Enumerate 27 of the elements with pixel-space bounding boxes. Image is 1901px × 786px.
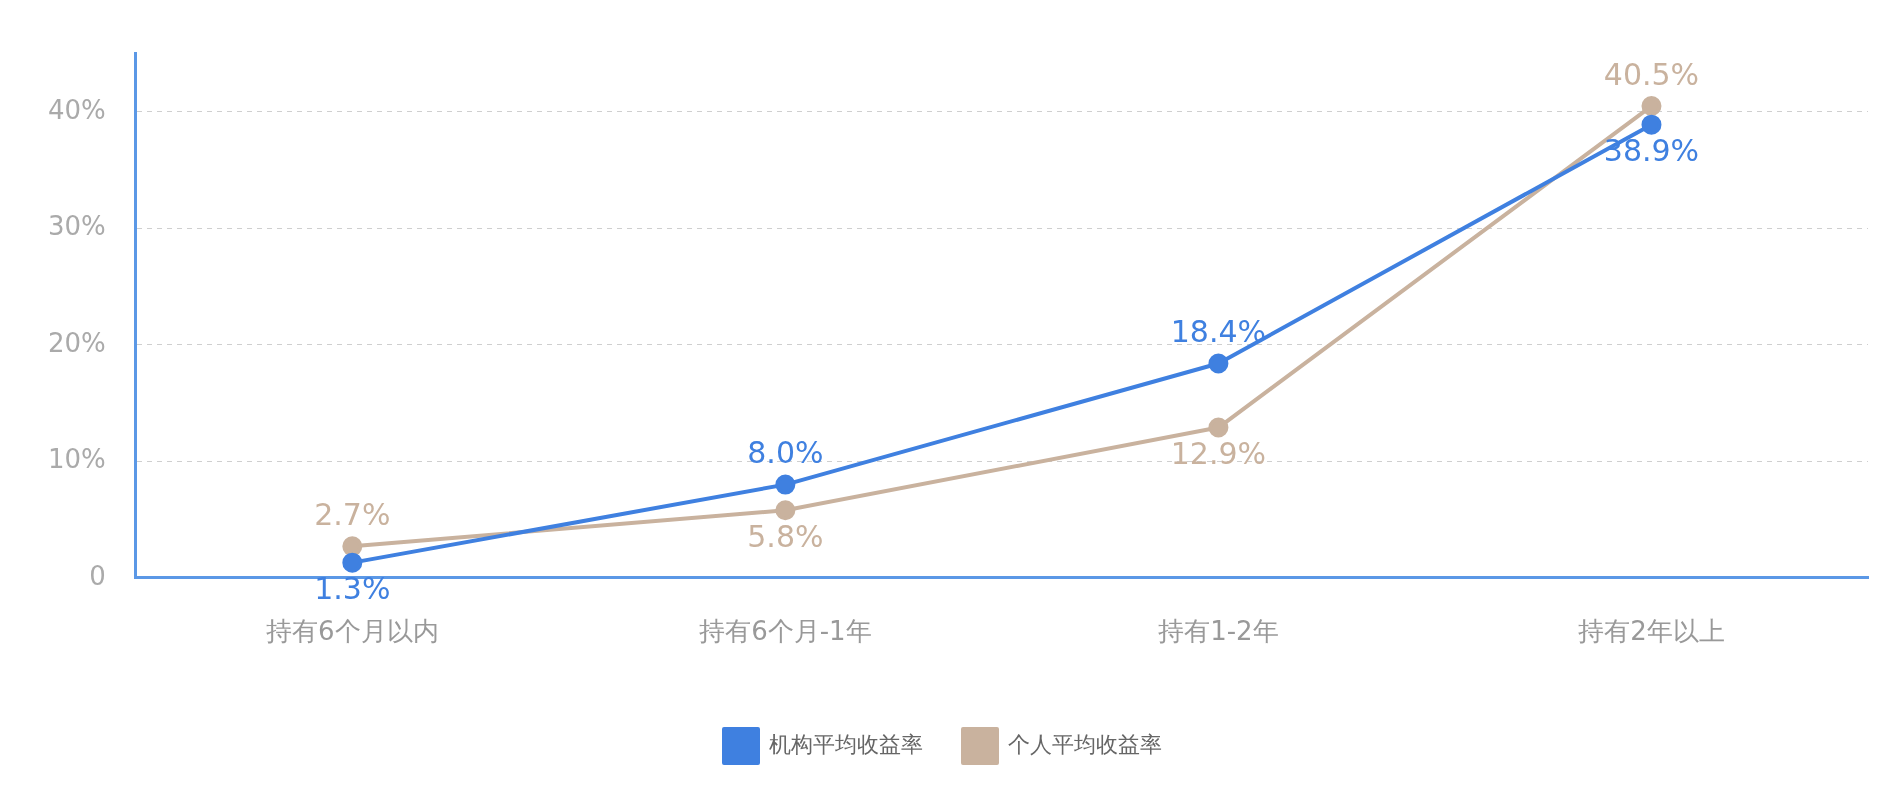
- data-label: 12.9%: [1170, 436, 1267, 472]
- data-label: 2.7%: [314, 497, 391, 533]
- legend-label: 机构平均收益率: [769, 731, 923, 757]
- data-label: 8.0%: [747, 435, 824, 471]
- data-label: 18.4%: [1170, 314, 1267, 350]
- x-tick-label: 持有2年以上: [1578, 616, 1725, 647]
- y-tick-label: 20%: [47, 327, 106, 358]
- data-label: 40.5%: [1603, 56, 1700, 92]
- x-tick-label: 持有1-2年: [1158, 616, 1279, 647]
- data-label: 1.3%: [314, 571, 391, 607]
- x-tick-label: 持有6个月-1年: [699, 616, 872, 647]
- y-tick-label: 40%: [47, 94, 106, 125]
- y-tick-label: 10%: [47, 444, 106, 475]
- data-label: 38.9%: [1603, 133, 1700, 169]
- legend-label: 个人平均收益率: [1008, 731, 1162, 757]
- point: [1208, 353, 1229, 374]
- point: [342, 552, 363, 573]
- point: [1641, 114, 1662, 135]
- point: [342, 536, 363, 557]
- x-tick-label: 持有6个月以内: [266, 616, 439, 647]
- point: [1641, 96, 1662, 117]
- point: [775, 474, 796, 495]
- data-label: 5.8%: [747, 519, 824, 555]
- y-tick-label: 0: [89, 560, 106, 591]
- point: [1208, 417, 1229, 438]
- point: [775, 500, 796, 521]
- y-tick-label: 30%: [47, 211, 106, 242]
